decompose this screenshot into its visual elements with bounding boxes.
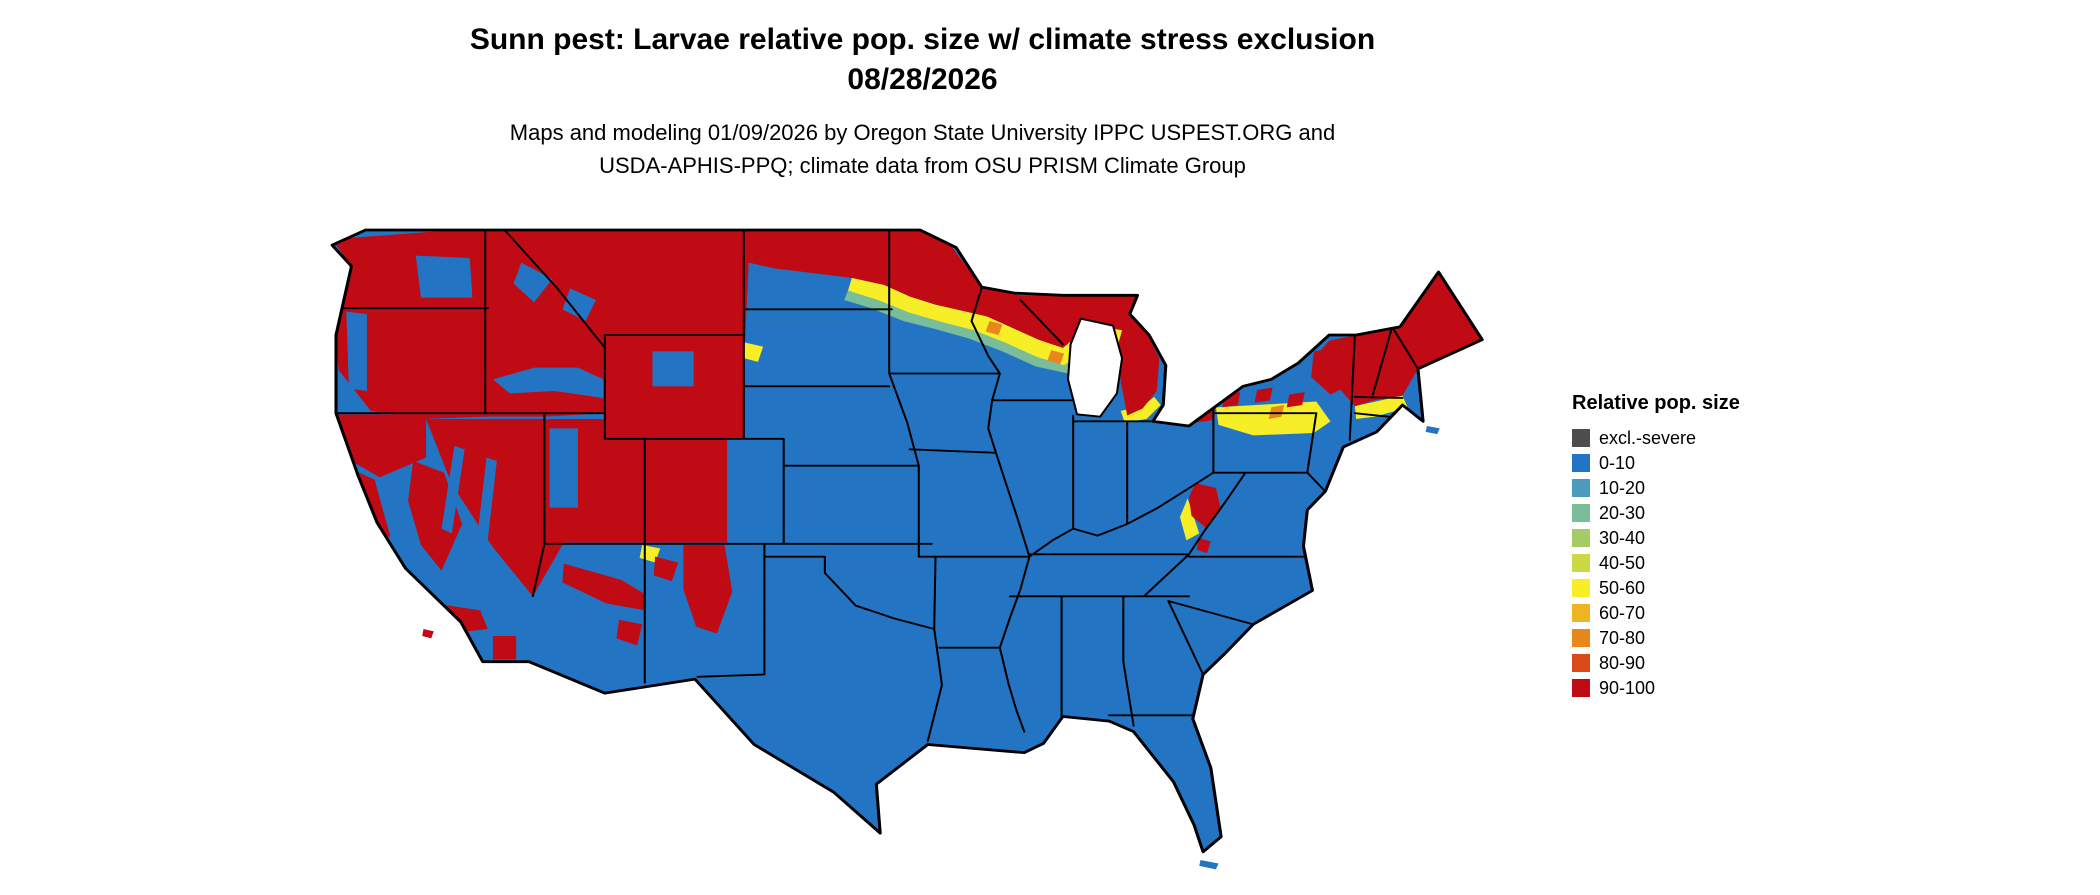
legend-swatch	[1572, 578, 1590, 597]
region-high-wv-dot	[1196, 538, 1211, 554]
region-high-sandiego-back	[492, 636, 517, 660]
legend-label: 40-50	[1599, 552, 1646, 573]
region-low-bighorn-basin	[652, 351, 694, 387]
region-yellow-new-england-edge	[1354, 395, 1408, 419]
legend-item: 40-50	[1572, 550, 1812, 575]
legend-label: 10-20	[1599, 477, 1646, 498]
legend-swatch	[1572, 628, 1590, 647]
channel-islands-speck	[422, 629, 434, 639]
region-high-speckle-3	[1286, 392, 1305, 408]
legend-label: 60-70	[1599, 602, 1646, 623]
region-high-wyoming	[604, 335, 744, 438]
region-orange-speck-2	[1047, 350, 1065, 365]
legend-item: 60-70	[1572, 600, 1812, 625]
map-legend: Relative pop. size excl.-severe 0-10 10-20…	[1572, 392, 1812, 700]
region-low-columbia-basin	[415, 255, 473, 298]
caption-line-2: USDA-APHIS-PPQ; climate data from OSU PR…	[599, 153, 1246, 178]
legend-swatch	[1572, 678, 1590, 697]
legend-swatch	[1572, 478, 1590, 497]
region-orange-speck-3	[1268, 405, 1285, 419]
legend-items: excl.-severe 0-10 10-20 20-30 30-40 40-50 50-6…	[1572, 425, 1812, 700]
offshore-specks	[422, 426, 1440, 870]
region-low-willamette	[346, 311, 367, 391]
legend-swatch	[1572, 503, 1590, 522]
nantucket-speck	[1425, 426, 1440, 435]
legend-label: 70-80	[1599, 627, 1646, 648]
legend-swatch	[1572, 428, 1590, 447]
region-yellow-wv-edge	[1179, 498, 1200, 541]
legend-label: 90-100	[1599, 677, 1656, 698]
legend-item: 50-60	[1572, 575, 1812, 600]
legend-item: 0-10	[1572, 450, 1812, 475]
region-high-greatbasin	[426, 419, 645, 597]
legend-item: 30-40	[1572, 525, 1812, 550]
region-high-nm-central	[683, 545, 733, 634]
legend-title: Relative pop. size	[1572, 392, 1740, 414]
legend-label: 20-30	[1599, 502, 1646, 523]
legend-swatch	[1572, 453, 1590, 472]
state-borders	[334, 230, 1419, 742]
region-yellow-ny-pa	[1215, 401, 1331, 436]
region-yellow-michigan	[1120, 396, 1161, 423]
map-header: Sunn pest: Larvae relative pop. size w/ …	[0, 20, 1845, 182]
caption-line-1: Maps and modeling 01/09/2026 by Oregon S…	[509, 120, 1336, 145]
state-border-lines	[334, 230, 1419, 742]
legend-swatch	[1572, 528, 1590, 547]
florida-keys-speck	[1199, 860, 1219, 870]
map-title: Sunn pest: Larvae relative pop. size w/ …	[469, 23, 1376, 56]
legend-label: 80-90	[1599, 652, 1646, 673]
region-high-colorado	[644, 437, 728, 543]
map-date: 08/28/2026	[847, 63, 998, 96]
region-low-ut-west	[549, 428, 578, 508]
legend-label: excl.-severe	[1599, 427, 1697, 448]
region-low-mt-valley-2	[562, 288, 596, 321]
legend-label: 0-10	[1599, 452, 1636, 473]
legend-label: 30-40	[1599, 527, 1646, 548]
region-low-nv-valley-1	[441, 445, 465, 534]
region-low-nv-valley-2	[477, 457, 497, 540]
region-high-adirondacks	[1311, 345, 1357, 395]
legend-item: 80-90	[1572, 650, 1812, 675]
region-high-mogollon	[562, 563, 645, 611]
region-high-norcal	[336, 414, 427, 478]
region-high-northern-band	[743, 230, 1150, 348]
legend-swatch	[1572, 653, 1590, 672]
us-map-container	[300, 195, 1535, 895]
legend-item: 70-80	[1572, 625, 1812, 650]
legend-item: 20-30	[1572, 500, 1812, 525]
region-low-mt-valley-1	[513, 262, 553, 303]
legend-item: excl.-severe	[1572, 425, 1812, 450]
region-orange-speck-1	[985, 321, 1003, 335]
region-yellow-mt-edge	[739, 342, 764, 362]
legend-item: 90-100	[1572, 675, 1812, 700]
us-map	[330, 228, 1484, 870]
legend-swatch	[1572, 553, 1590, 572]
legend-swatch	[1572, 603, 1590, 622]
region-high-northeast	[1313, 272, 1483, 407]
legend-label: 50-60	[1599, 577, 1646, 598]
map-caption: Maps and modeling 01/09/2026 by Oregon S…	[0, 116, 1845, 182]
map-layer-orange-specks	[985, 321, 1285, 419]
region-high-nm-west	[653, 556, 679, 582]
lake-michigan	[1066, 317, 1124, 418]
region-low-snake-plain	[492, 367, 604, 398]
us-outline	[330, 228, 1484, 854]
legend-item: 10-20	[1572, 475, 1812, 500]
map-layer-low-cutouts	[346, 255, 694, 540]
region-high-az-se	[616, 619, 643, 646]
region-high-speckle-2	[1254, 387, 1273, 403]
region-high-michigan-mitten	[1118, 321, 1160, 416]
